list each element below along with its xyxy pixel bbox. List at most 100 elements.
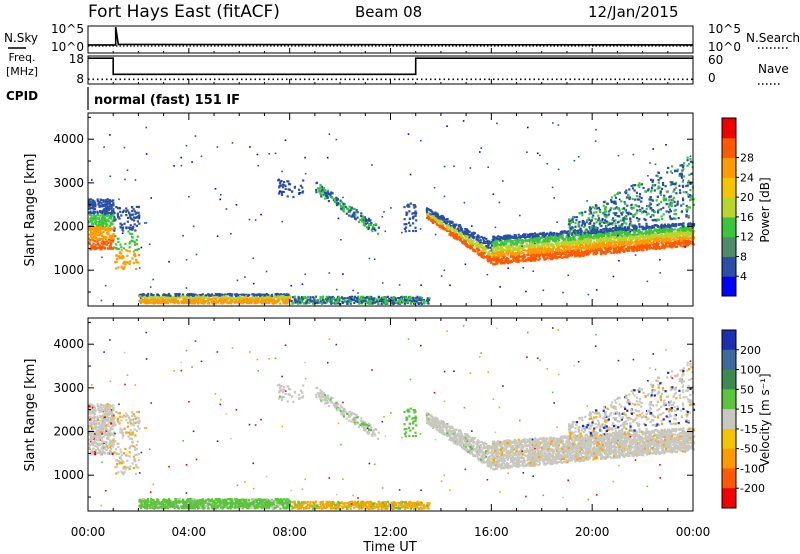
echo-cell [466, 235, 469, 238]
echo-cell [229, 299, 232, 302]
echo-cell [406, 297, 409, 300]
echo-cell [408, 299, 412, 302]
echo-cell [651, 243, 654, 246]
echo-cell [456, 227, 459, 230]
echo-cell [101, 227, 104, 230]
echo-cell [635, 235, 638, 238]
echo-cell [549, 236, 552, 239]
echo-cell [634, 233, 637, 236]
echo-cell [605, 244, 608, 248]
echo-cell [90, 203, 93, 206]
echo-cell [400, 296, 403, 299]
echo-cell [391, 297, 394, 300]
echo-cell [107, 247, 110, 250]
echo-cell [408, 297, 411, 300]
echo-cell [461, 231, 464, 234]
echo-cell [298, 298, 301, 301]
echo-cell [337, 296, 341, 299]
echo-cell [623, 250, 626, 253]
echo-cell [111, 209, 114, 212]
echo-cell [603, 234, 606, 238]
echo-cell [88, 211, 91, 214]
echo-cell [91, 228, 94, 231]
echo-cell [475, 242, 478, 245]
echo-cell [88, 237, 91, 240]
echo-cell [344, 205, 347, 209]
echo-cell [174, 299, 178, 302]
echo-cell [104, 229, 107, 232]
echo-cell [519, 259, 522, 262]
echo-cell [500, 257, 503, 260]
echo-cell [154, 299, 157, 302]
echo-cell [533, 248, 536, 251]
echo-cell [118, 207, 121, 210]
echo-cell [553, 251, 556, 254]
echo-cell [379, 299, 382, 302]
echo-cell [316, 187, 319, 190]
echo-cell [282, 298, 285, 301]
echo-cell [112, 238, 115, 241]
echo-cell [96, 233, 99, 236]
echo-cell [101, 214, 104, 217]
echo-cell [517, 251, 520, 254]
echo-cell [464, 232, 467, 235]
echo-cell [178, 292, 181, 296]
echo-cell [125, 249, 128, 252]
echo-cell [655, 237, 658, 240]
echo-cell [597, 230, 600, 233]
echo-cell [610, 241, 613, 244]
echo-cell [685, 227, 688, 230]
echo-cell [201, 293, 204, 296]
echo-cell [93, 236, 96, 239]
echo-cell [207, 296, 210, 299]
echo-cell [463, 232, 466, 235]
echo-cell [367, 226, 370, 229]
echo-cell [496, 252, 499, 255]
echo-cell [640, 249, 643, 252]
echo-cell [265, 299, 268, 303]
echo-cell [646, 226, 649, 230]
echo-cell [324, 192, 327, 195]
echo-cell [618, 237, 621, 240]
echo-cell [173, 298, 176, 301]
echo-cell [380, 302, 383, 306]
echo-cell [391, 301, 394, 305]
echo-cell [229, 302, 232, 305]
echo-cell [271, 298, 274, 301]
echo-cell [313, 300, 316, 303]
echo-cell [104, 222, 107, 225]
echo-cell [639, 232, 642, 235]
echo-cell [606, 235, 609, 238]
echo-cell [108, 238, 111, 241]
echo-cell [503, 260, 506, 263]
echo-cell [606, 248, 610, 251]
echo-cell [605, 242, 609, 245]
echo-cell [299, 298, 302, 302]
echo-cell [163, 299, 166, 302]
echo-cell [464, 228, 467, 231]
echo-cell [151, 294, 155, 297]
echo-cell [431, 217, 434, 220]
echo-cell [251, 300, 254, 303]
echo-cell [542, 256, 545, 259]
echo-cell [106, 211, 110, 215]
echo-cell [314, 296, 317, 299]
echo-cell [579, 235, 582, 238]
echo-cell [364, 296, 367, 300]
echo-cell [643, 236, 647, 239]
echo-cell [435, 218, 438, 221]
echo-cell [529, 237, 532, 240]
echo-cell [476, 250, 479, 253]
echo-cell [604, 247, 607, 250]
echo-cell [573, 245, 576, 248]
echo-cell [654, 245, 657, 248]
echo-cell [319, 296, 322, 299]
echo-cell [568, 240, 572, 243]
echo-cell [506, 236, 509, 239]
echo-cell [146, 301, 149, 304]
echo-cell [601, 231, 604, 234]
echo-cell [351, 297, 355, 300]
echo-cell [538, 257, 541, 260]
echo-cell [132, 250, 135, 253]
